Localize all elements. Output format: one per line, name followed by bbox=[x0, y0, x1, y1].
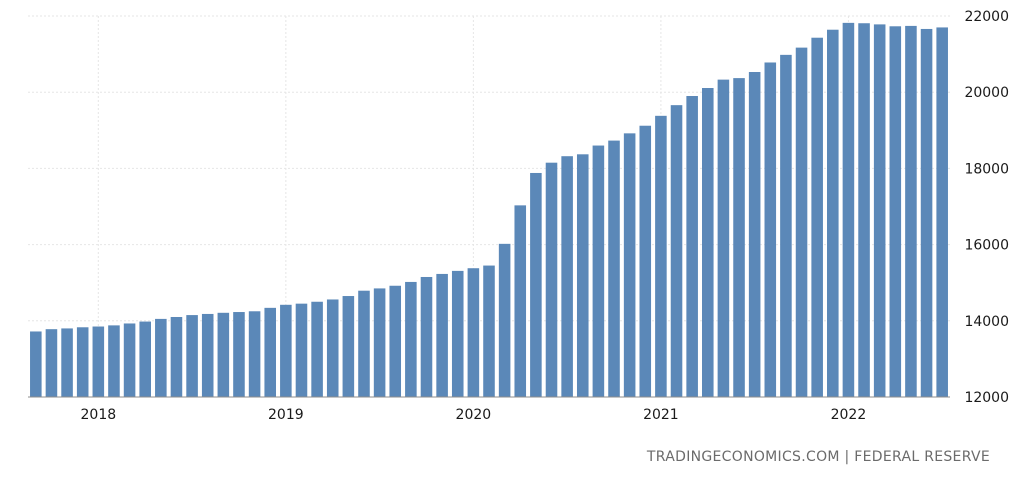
bar bbox=[311, 301, 323, 397]
bar bbox=[827, 29, 839, 397]
bar bbox=[623, 133, 636, 397]
bar bbox=[561, 156, 573, 397]
bar bbox=[467, 268, 480, 397]
bar bbox=[655, 115, 667, 398]
x-tick-labels: 2018 2019 2020 2021 2022 bbox=[81, 407, 867, 423]
bar bbox=[264, 307, 277, 397]
source-label: TRADINGECONOMICS.COM | FEDERAL RESERVE bbox=[646, 449, 990, 465]
bar bbox=[608, 140, 620, 397]
y-tick-label: 20000 bbox=[964, 85, 1009, 101]
bar bbox=[701, 88, 714, 397]
y-tick-label: 22000 bbox=[964, 9, 1009, 25]
bar bbox=[170, 316, 183, 397]
bar bbox=[514, 205, 527, 397]
bar bbox=[530, 172, 542, 397]
bar bbox=[905, 25, 917, 397]
bar bbox=[811, 37, 823, 397]
bar bbox=[326, 299, 339, 397]
bar bbox=[498, 243, 511, 397]
bar bbox=[592, 145, 605, 397]
bar bbox=[795, 47, 808, 398]
bar bbox=[358, 290, 370, 397]
bar bbox=[405, 281, 417, 397]
bar bbox=[217, 312, 230, 397]
bars bbox=[30, 22, 948, 398]
bar bbox=[123, 323, 136, 397]
bar bbox=[686, 96, 698, 397]
y-tick-label: 18000 bbox=[964, 161, 1009, 177]
x-tick-label: 2022 bbox=[831, 407, 867, 423]
bar bbox=[92, 326, 105, 397]
bar bbox=[889, 26, 902, 398]
x-tick-label: 2021 bbox=[643, 407, 679, 423]
y-tick-label: 16000 bbox=[964, 238, 1009, 254]
bar bbox=[201, 313, 214, 397]
bar bbox=[233, 312, 245, 397]
bar bbox=[248, 311, 261, 397]
bar bbox=[873, 24, 886, 398]
bar bbox=[76, 327, 89, 397]
bar bbox=[920, 28, 933, 397]
x-tick-label: 2019 bbox=[268, 407, 304, 423]
bar bbox=[842, 22, 855, 397]
bar bbox=[858, 23, 870, 397]
bar bbox=[483, 265, 495, 397]
bar bbox=[764, 62, 777, 398]
bar bbox=[108, 325, 120, 397]
bar bbox=[155, 318, 167, 397]
bar bbox=[717, 79, 730, 397]
y-tick-label: 12000 bbox=[964, 390, 1009, 406]
bar bbox=[545, 162, 558, 397]
bar bbox=[733, 78, 745, 397]
bar bbox=[186, 315, 198, 397]
bar bbox=[280, 304, 292, 397]
bar bbox=[139, 321, 151, 397]
bar bbox=[780, 54, 792, 397]
bar bbox=[436, 273, 448, 397]
bar bbox=[748, 72, 761, 397]
y-tick-label: 14000 bbox=[964, 314, 1009, 330]
bar bbox=[639, 125, 652, 397]
x-tick-label: 2020 bbox=[456, 407, 492, 423]
bar bbox=[576, 154, 589, 397]
bar bbox=[45, 329, 58, 397]
y-tick-labels: 12000 14000 16000 18000 20000 22000 bbox=[964, 9, 1009, 406]
bar bbox=[670, 105, 683, 398]
bar bbox=[295, 303, 308, 397]
bar bbox=[373, 288, 386, 397]
bar bbox=[342, 296, 355, 397]
bar bbox=[420, 276, 433, 397]
bar bbox=[389, 285, 402, 397]
bar bbox=[61, 328, 73, 397]
x-tick-label: 2018 bbox=[81, 407, 117, 423]
bar bbox=[30, 331, 42, 397]
bar bbox=[451, 270, 464, 397]
bar bbox=[936, 27, 948, 398]
